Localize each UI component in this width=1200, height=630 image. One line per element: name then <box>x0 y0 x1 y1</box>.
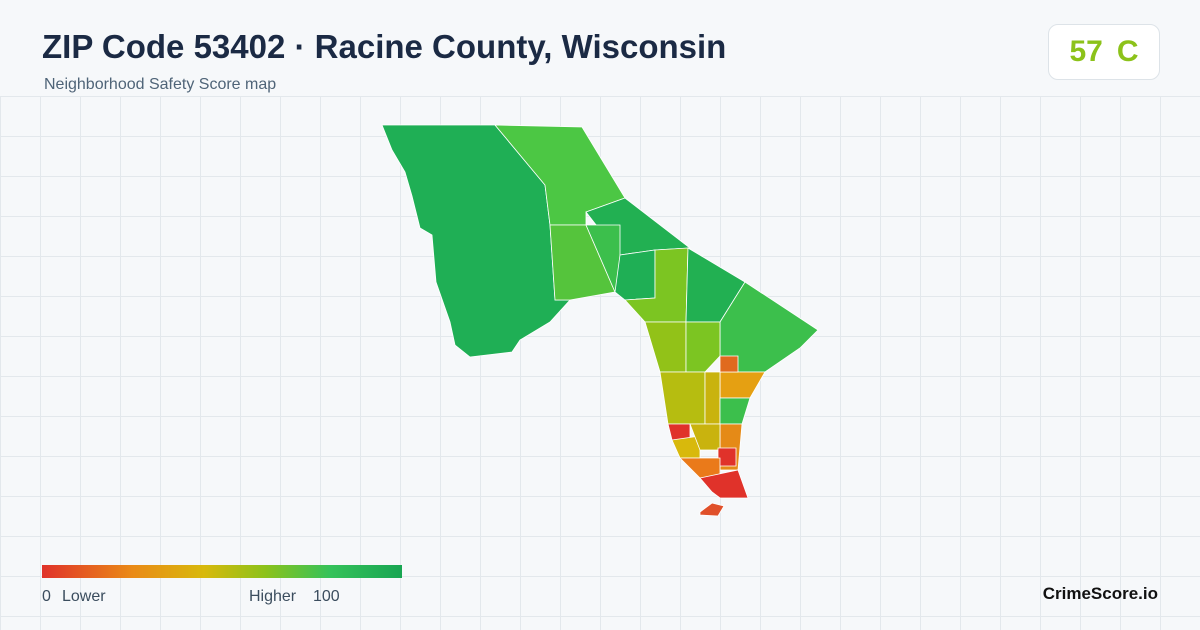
legend-min: 0 <box>42 588 51 605</box>
legend-max-label: Higher <box>249 588 297 605</box>
brand: CrimeScore.io <box>1042 584 1158 603</box>
region <box>704 371 721 425</box>
region <box>685 321 721 373</box>
region <box>699 502 725 517</box>
subtitle: Neighborhood Safety Score map <box>44 76 277 93</box>
title: ZIP Code 53402 · Racine County, Wisconsi… <box>42 28 727 65</box>
legend-min-label: Lower <box>62 588 106 605</box>
region <box>719 371 766 399</box>
legend-gradient <box>42 565 402 578</box>
region <box>659 371 706 425</box>
region <box>717 447 737 467</box>
legend-max: 100 <box>313 588 340 605</box>
header <box>0 0 1200 96</box>
region <box>644 321 687 373</box>
grade: C <box>1116 35 1139 68</box>
score-badge: 57 C <box>1048 24 1160 80</box>
region <box>494 124 626 226</box>
region <box>719 397 751 425</box>
region <box>699 469 749 499</box>
region <box>549 224 616 301</box>
score: 57 <box>1069 35 1103 68</box>
region <box>719 355 739 373</box>
region <box>614 249 656 301</box>
